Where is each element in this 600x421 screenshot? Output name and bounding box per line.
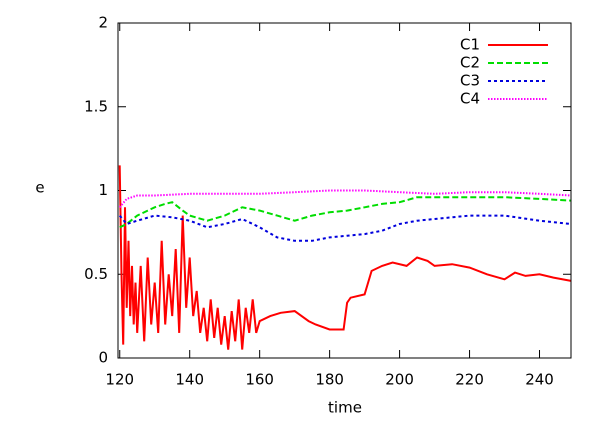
x-tick-label: 180: [315, 371, 344, 389]
x-tick-label: 120: [105, 371, 134, 389]
legend-label: C3: [460, 72, 480, 90]
y-tick-label: 2: [98, 14, 108, 32]
x-tick-label: 200: [385, 371, 414, 389]
y-tick-label: 1.5: [84, 97, 108, 115]
x-axis-label: time: [328, 399, 362, 417]
data-line: [118, 214, 572, 242]
legend-label: C1: [460, 36, 480, 54]
data-line: [118, 189, 572, 208]
y-tick-label: 0.5: [84, 265, 108, 283]
y-axis-label: e: [35, 179, 44, 197]
x-tick-label: 240: [525, 371, 554, 389]
x-tick-label: 140: [175, 371, 204, 389]
x-tick-label: 160: [245, 371, 274, 389]
y-tick-label: 0: [98, 349, 108, 367]
y-tick-label: 1: [98, 181, 108, 199]
legend-label: C4: [460, 90, 480, 108]
data-line: [119, 196, 572, 229]
plot-frame: [117, 22, 572, 359]
data-line: [118, 165, 572, 350]
legend-label: C2: [460, 54, 480, 72]
x-tick-label: 220: [455, 371, 484, 389]
